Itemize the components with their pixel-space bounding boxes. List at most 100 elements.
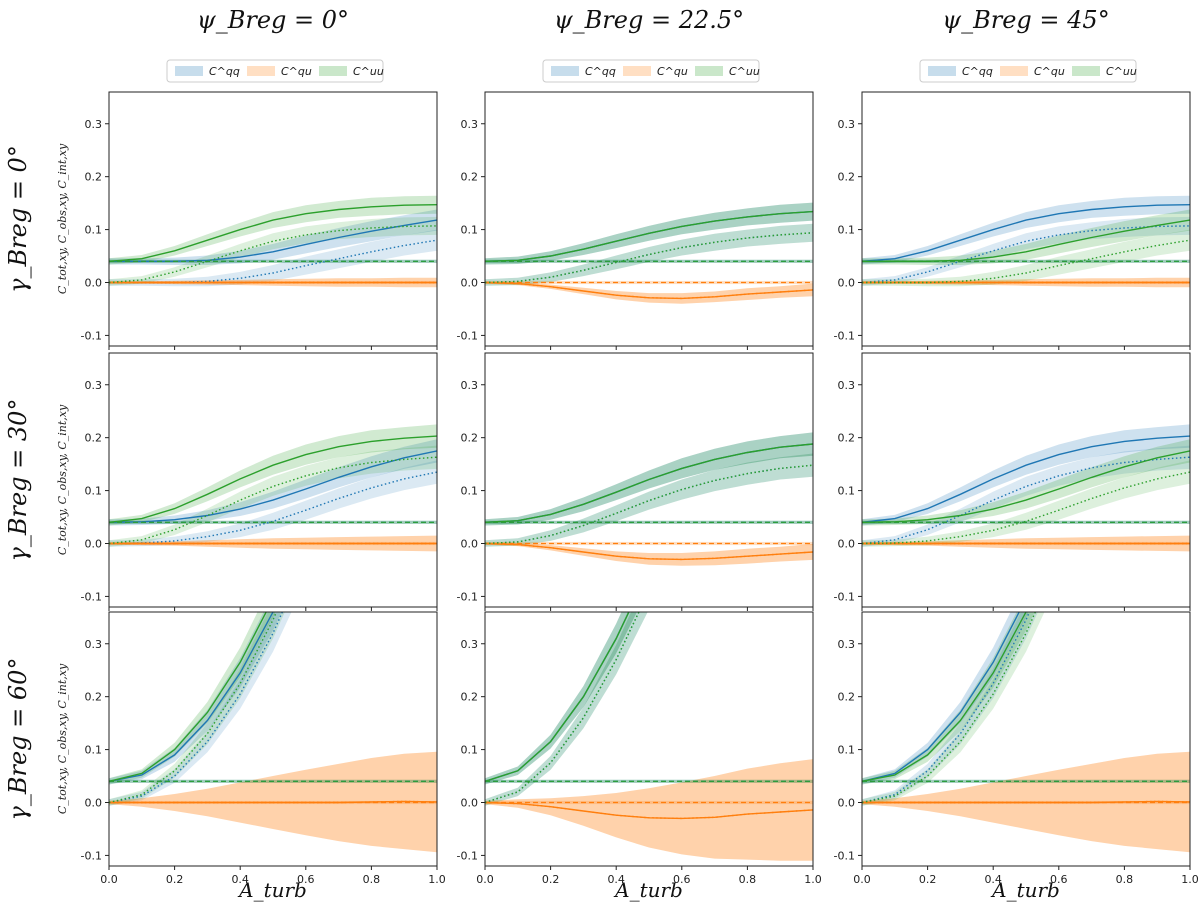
axes-frame xyxy=(861,611,1191,867)
legend-label-2: C^uu xyxy=(729,65,760,78)
legend-swatch-1 xyxy=(623,66,651,76)
y-tick-label: 0.1 xyxy=(461,744,479,757)
y-tick-label: -0.1 xyxy=(457,590,478,603)
axes-frame xyxy=(108,352,438,608)
x-tick-label: 0.2 xyxy=(919,873,937,886)
band-tot-C^qu xyxy=(485,281,813,304)
legend-frame xyxy=(166,59,384,83)
band-tot-C^qq xyxy=(862,195,1190,265)
band-tot-C^uu xyxy=(109,424,437,526)
legend-label-1: C^qu xyxy=(281,65,312,78)
line-obs-C^uu xyxy=(862,471,1190,545)
x-tick-label: 0.4 xyxy=(231,873,249,886)
band-obs-C^uu xyxy=(485,453,813,547)
y-tick-label: 0.1 xyxy=(838,224,856,237)
band-tot-C^uu xyxy=(109,612,276,785)
axes-frame xyxy=(861,91,1191,347)
y-tick-label: 0.0 xyxy=(85,277,103,290)
plot-area xyxy=(485,202,813,304)
y-tick-label: 0.2 xyxy=(85,432,103,445)
y-tick-label: 0.1 xyxy=(85,744,103,757)
legend-swatch-2 xyxy=(1072,66,1100,76)
band-tot-C^qq xyxy=(109,209,437,265)
legend-swatch-0 xyxy=(175,66,203,76)
y-tick-label: 0.0 xyxy=(85,797,103,810)
x-tick-label: 1.0 xyxy=(428,873,446,886)
legend-label-1: C^qu xyxy=(657,65,688,78)
y-tick-label: -0.1 xyxy=(834,329,855,342)
plot-area xyxy=(862,195,1190,288)
band-obs-C^qu xyxy=(485,281,813,304)
row-title-0: γ_Breg = 0° xyxy=(4,145,32,293)
plot-area xyxy=(109,195,437,288)
line-obs-C^qq xyxy=(862,225,1190,284)
y-tick-label: -0.1 xyxy=(81,849,102,862)
plot-area xyxy=(485,432,813,566)
legends: C^qq C^qu C^uu C^qq C^qu C^uu C^qq C^qu C^uu xyxy=(166,59,1137,83)
x-tick-label: 1.0 xyxy=(804,873,822,886)
y-tick-label: 0.2 xyxy=(85,171,103,184)
legend-swatch-0 xyxy=(928,66,956,76)
legend-swatch-2 xyxy=(319,66,347,76)
band-tot-C^qu xyxy=(485,542,813,566)
line-tot-C^qq xyxy=(862,204,1190,262)
band-obs-C^qq xyxy=(862,445,1190,547)
y-tick-label: -0.1 xyxy=(834,590,855,603)
legend-label-0: C^qq xyxy=(209,65,240,78)
y-tick-label: 0.3 xyxy=(85,118,103,131)
y-tick-label: -0.1 xyxy=(81,329,102,342)
line-tot-C^qq xyxy=(485,612,630,782)
band-obs-C^qu xyxy=(485,542,813,566)
line-tot-C^uu xyxy=(485,443,813,523)
band-obs-C^qq xyxy=(485,612,648,806)
line-tot-C^uu xyxy=(109,435,437,523)
line-obs-C^qu xyxy=(485,542,813,561)
axes-frame xyxy=(108,611,438,867)
y-axis-label: C_tot,xy, C_obs,xy, C_int,xy xyxy=(56,404,69,555)
band-obs-C^qq xyxy=(485,223,813,286)
y-tick-label: 0.1 xyxy=(838,744,856,757)
y-tick-label: -0.1 xyxy=(457,849,478,862)
y-tick-label: 0.1 xyxy=(85,224,103,237)
y-tick-label: 0.2 xyxy=(838,171,856,184)
x-axis-label: A_turb xyxy=(990,878,1060,902)
x-tick-label: 0.8 xyxy=(739,873,757,886)
panels: -0.1 0.0 0.1 0.2 0.3 C_tot,xy, C_obs,xy, C_in… xyxy=(56,91,1199,902)
line-obs-C^qq xyxy=(862,612,1031,804)
line-obs-C^qq xyxy=(485,612,640,804)
band-tot-C^qq xyxy=(862,612,1029,785)
plot-area xyxy=(862,424,1190,552)
panel-r0-c2: -0.1 0.0 0.1 0.2 0.3 xyxy=(834,91,1191,350)
y-tick-label: 0.3 xyxy=(838,638,856,651)
x-tick-label: 0.8 xyxy=(363,873,381,886)
figure-titles: ψ_Breg = 0° ψ_Breg = 22.5° ψ_Breg = 45° γ_B… xyxy=(4,6,1110,820)
band-tot-C^uu xyxy=(109,195,437,265)
plot-area xyxy=(109,612,437,853)
x-tick-label: 0.6 xyxy=(297,873,315,886)
line-tot-C^uu xyxy=(862,612,1027,782)
y-axis-label: C_tot,xy, C_obs,xy, C_int,xy xyxy=(56,663,69,814)
line-tot-C^qq xyxy=(109,219,437,262)
y-tick-label: 0.1 xyxy=(838,485,856,498)
band-tot-C^qq xyxy=(862,424,1190,526)
panel-r2-c1: -0.1 0.0 0.1 0.2 0.3 0.0 0.2 0.4 0.6 0.8 1.0 A_turb xyxy=(457,611,822,902)
y-tick-label: -0.1 xyxy=(457,329,478,342)
plot-area xyxy=(862,612,1190,853)
panel-r1-c0: -0.1 0.0 0.1 0.2 0.3 C_tot,xy, C_obs,xy, C_in… xyxy=(56,352,438,611)
axes-frame xyxy=(484,611,814,867)
band-obs-C^uu xyxy=(485,223,813,286)
line-tot-C^uu xyxy=(862,219,1190,262)
line-tot-C^qq xyxy=(862,435,1190,523)
y-tick-label: 0.0 xyxy=(838,277,856,290)
line-tot-C^uu xyxy=(485,210,813,262)
y-tick-label: 0.0 xyxy=(838,797,856,810)
line-obs-C^uu xyxy=(109,225,437,284)
y-tick-label: 0.2 xyxy=(838,432,856,445)
x-tick-label: 0.8 xyxy=(1116,873,1134,886)
y-tick-label: 0.2 xyxy=(461,171,479,184)
line-obs-C^uu xyxy=(109,612,278,804)
x-tick-label: 0.0 xyxy=(100,873,118,886)
line-tot-C^qq xyxy=(109,450,437,523)
y-tick-label: 0.2 xyxy=(85,691,103,704)
y-axis-label: C_tot,xy, C_obs,xy, C_int,xy xyxy=(56,143,69,294)
